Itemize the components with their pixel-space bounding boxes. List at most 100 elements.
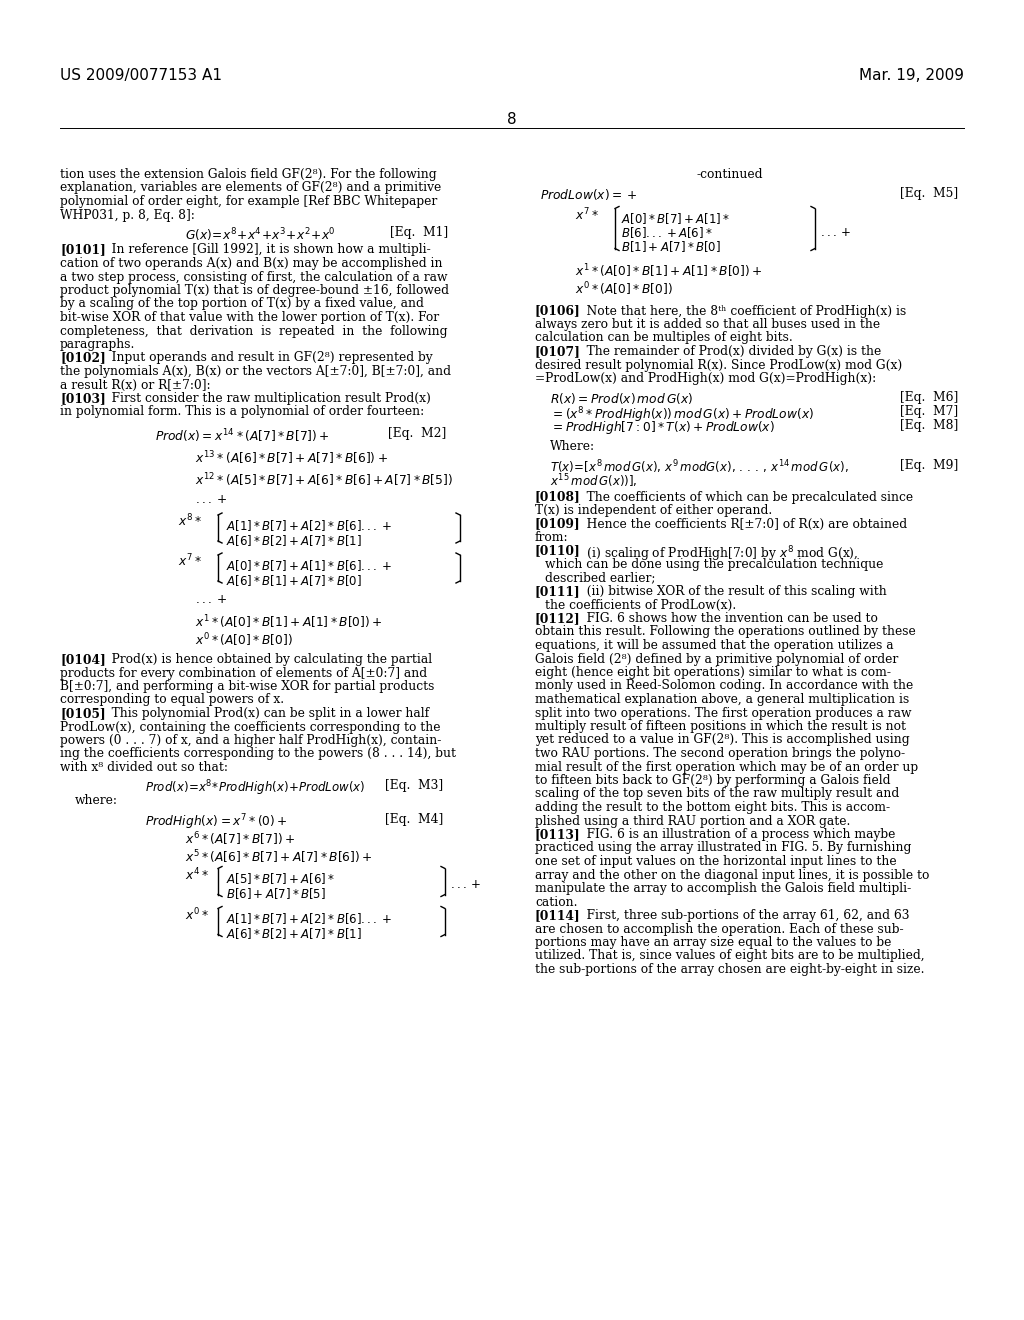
Text: [Eq.  M8]: [Eq. M8] xyxy=(900,418,958,432)
Text: First consider the raw multiplication result Prod(x): First consider the raw multiplication re… xyxy=(100,392,431,405)
Text: Where:: Where: xyxy=(550,440,595,453)
Text: yet reduced to a value in GF(2⁸). This is accomplished using: yet reduced to a value in GF(2⁸). This i… xyxy=(535,734,909,747)
Text: mathematical explanation above, a general multiplication is: mathematical explanation above, a genera… xyxy=(535,693,909,706)
Text: $... +$: $... +$ xyxy=(450,879,481,891)
Text: [Eq.  M6]: [Eq. M6] xyxy=(900,392,958,404)
Text: (ii) bitwise XOR of the result of this scaling with: (ii) bitwise XOR of the result of this s… xyxy=(575,585,887,598)
Text: FIG. 6 is an illustration of a process which maybe: FIG. 6 is an illustration of a process w… xyxy=(575,828,895,841)
Text: [0104]: [0104] xyxy=(60,653,105,667)
Text: explanation, variables are elements of GF(2⁸) and a primitive: explanation, variables are elements of G… xyxy=(60,181,441,194)
Text: plished using a third RAU portion and a XOR gate.: plished using a third RAU portion and a … xyxy=(535,814,850,828)
Text: [0102]: [0102] xyxy=(60,351,105,364)
Text: Hence the coefficients R[±7:0] of R(x) are obtained: Hence the coefficients R[±7:0] of R(x) a… xyxy=(575,517,907,531)
Text: (i) scaling of ProdHigh[7:0] by $x^8$ mod G(x),: (i) scaling of ProdHigh[7:0] by $x^8$ mo… xyxy=(575,544,858,564)
Text: $x^0 *(A[0] * B[0])$: $x^0 *(A[0] * B[0])$ xyxy=(195,631,293,648)
Text: multiply result of fifteen positions in which the result is not: multiply result of fifteen positions in … xyxy=(535,719,906,733)
Text: [0103]: [0103] xyxy=(60,392,105,405)
Text: T(x) is independent of either operand.: T(x) is independent of either operand. xyxy=(535,504,772,517)
Text: [Eq.  M1]: [Eq. M1] xyxy=(390,226,449,239)
Text: [0114]: [0114] xyxy=(535,909,581,921)
Text: adding the result to the bottom eight bits. This is accom-: adding the result to the bottom eight bi… xyxy=(535,801,890,814)
Text: $x^{12} *(A[5] * B[7] + A[6] * B[6] + A[7] * B[5])$: $x^{12} *(A[5] * B[7] + A[6] * B[6] + A[… xyxy=(195,471,453,488)
Text: $x^4 *$: $x^4 *$ xyxy=(185,866,209,883)
Text: $ProdLow(x) = +$: $ProdLow(x) = +$ xyxy=(540,186,637,202)
Text: $x^1 *(A[0] * B[1] + A[1] * B[0]) +$: $x^1 *(A[0] * B[1] + A[1] * B[0]) +$ xyxy=(575,263,763,280)
Text: $G(x)\!=\!x^8\!+\!x^4\!+\!x^3\!+\!x^2\!+\!x^0$: $G(x)\!=\!x^8\!+\!x^4\!+\!x^3\!+\!x^2\!+… xyxy=(185,226,336,244)
Text: $B[1] + A[7] * B[0]$: $B[1] + A[7] * B[0]$ xyxy=(621,239,721,255)
Text: always zero but it is added so that all buses used in the: always zero but it is added so that all … xyxy=(535,318,880,331)
Text: calculation can be multiples of eight bits.: calculation can be multiples of eight bi… xyxy=(535,331,793,345)
Text: -continued: -continued xyxy=(696,168,763,181)
Text: Galois field (2⁸) defined by a primitive polynomial of order: Galois field (2⁸) defined by a primitive… xyxy=(535,652,898,665)
Text: $x^6 *(A[7] * B[7]) +$: $x^6 *(A[7] * B[7]) +$ xyxy=(185,830,295,849)
Text: split into two operations. The first operation produces a raw: split into two operations. The first ope… xyxy=(535,706,911,719)
Text: corresponding to equal powers of x.: corresponding to equal powers of x. xyxy=(60,693,284,706)
Text: practiced using the array illustrated in FIG. 5. By furnishing: practiced using the array illustrated in… xyxy=(535,842,911,854)
Text: B[±0:7], and performing a bit-wise XOR for partial products: B[±0:7], and performing a bit-wise XOR f… xyxy=(60,680,434,693)
Text: [0109]: [0109] xyxy=(535,517,581,531)
Text: =ProdLow(x) and ProdHigh(x) mod G(x)=ProdHigh(x):: =ProdLow(x) and ProdHigh(x) mod G(x)=Pro… xyxy=(535,372,877,385)
Text: $A[6] * B[2] + A[7] * B[1]$: $A[6] * B[2] + A[7] * B[1]$ xyxy=(226,927,361,941)
Text: cation.: cation. xyxy=(535,895,578,908)
Text: [0108]: [0108] xyxy=(535,491,581,503)
Text: which can be done using the precalculation technique: which can be done using the precalculati… xyxy=(545,558,884,572)
Text: [0112]: [0112] xyxy=(535,612,581,624)
Text: $Prod(x) = x^{14} *(A[7] * B[7]) +$: $Prod(x) = x^{14} *(A[7] * B[7]) +$ xyxy=(155,426,330,445)
Text: by a scaling of the top portion of T(x) by a fixed value, and: by a scaling of the top portion of T(x) … xyxy=(60,297,424,310)
Text: [Eq.  M3]: [Eq. M3] xyxy=(385,779,443,792)
Text: Note that here, the 8ᵗʰ coefficient of ProdHigh(x) is: Note that here, the 8ᵗʰ coefficient of P… xyxy=(575,305,906,318)
Text: This polynomial Prod(x) can be split in a lower half: This polynomial Prod(x) can be split in … xyxy=(100,708,429,719)
Text: desired result polynomial R(x). Since ProdLow(x) mod G(x): desired result polynomial R(x). Since Pr… xyxy=(535,359,902,371)
Text: [0106]: [0106] xyxy=(535,305,581,318)
Text: utilized. That is, since values of eight bits are to be multiplied,: utilized. That is, since values of eight… xyxy=(535,949,925,962)
Text: [0105]: [0105] xyxy=(60,708,105,719)
Text: $x^5 *(A[6] * B[7] + A[7] * B[6]) +$: $x^5 *(A[6] * B[7] + A[7] * B[6]) +$ xyxy=(185,849,373,866)
Text: portions may have an array size equal to the values to be: portions may have an array size equal to… xyxy=(535,936,891,949)
Text: $x^0 *$: $x^0 *$ xyxy=(185,907,209,923)
Text: Input operands and result in GF(2⁸) represented by: Input operands and result in GF(2⁸) repr… xyxy=(100,351,432,364)
Text: $A[1] * B[7] + A[2] * B[6] ... +$: $A[1] * B[7] + A[2] * B[6] ... +$ xyxy=(226,517,392,533)
Text: paragraphs.: paragraphs. xyxy=(60,338,135,351)
Text: equations, it will be assumed that the operation utilizes a: equations, it will be assumed that the o… xyxy=(535,639,894,652)
Text: the sub-portions of the array chosen are eight-by-eight in size.: the sub-portions of the array chosen are… xyxy=(535,964,925,975)
Text: $B[6] + A[7] * B[5]$: $B[6] + A[7] * B[5]$ xyxy=(226,887,326,902)
Text: $A[1] * B[7] + A[2] * B[6] ... +$: $A[1] * B[7] + A[2] * B[6] ... +$ xyxy=(226,912,392,927)
Text: [0113]: [0113] xyxy=(535,828,581,841)
Text: $x^0 *(A[0] * B[0])$: $x^0 *(A[0] * B[0])$ xyxy=(575,281,673,298)
Text: the coefficients of ProdLow(x).: the coefficients of ProdLow(x). xyxy=(545,598,736,611)
Text: $x^1 *(A[0] * B[1] + A[1] * B[0]) +$: $x^1 *(A[0] * B[1] + A[1] * B[0]) +$ xyxy=(195,612,383,631)
Text: $R(x) = Prod(x)\,mod\,G(x)$: $R(x) = Prod(x)\,mod\,G(x)$ xyxy=(550,392,693,407)
Text: [Eq.  M5]: [Eq. M5] xyxy=(900,186,958,199)
Text: FIG. 6 shows how the invention can be used to: FIG. 6 shows how the invention can be us… xyxy=(575,612,878,624)
Text: eight (hence eight bit operations) similar to what is com-: eight (hence eight bit operations) simil… xyxy=(535,667,891,678)
Text: [0110]: [0110] xyxy=(535,544,581,557)
Text: $A[5] * B[7] + A[6] *$: $A[5] * B[7] + A[6] *$ xyxy=(226,871,336,887)
Text: [Eq.  M4]: [Eq. M4] xyxy=(385,813,443,825)
Text: manipulate the array to accomplish the Galois field multipli-: manipulate the array to accomplish the G… xyxy=(535,882,911,895)
Text: Mar. 19, 2009: Mar. 19, 2009 xyxy=(859,69,964,83)
Text: US 2009/0077153 A1: US 2009/0077153 A1 xyxy=(60,69,222,83)
Text: $x^7 *$: $x^7 *$ xyxy=(575,206,599,223)
Text: $... +$: $... +$ xyxy=(195,492,227,506)
Text: cation of two operands A(x) and B(x) may be accomplished in: cation of two operands A(x) and B(x) may… xyxy=(60,257,442,271)
Text: WHP031, p. 8, Eq. 8]:: WHP031, p. 8, Eq. 8]: xyxy=(60,209,195,222)
Text: are chosen to accomplish the operation. Each of these sub-: are chosen to accomplish the operation. … xyxy=(535,923,903,936)
Text: Prod(x) is hence obtained by calculating the partial: Prod(x) is hence obtained by calculating… xyxy=(100,653,432,667)
Text: ProdLow(x), containing the coefficients corresponding to the: ProdLow(x), containing the coefficients … xyxy=(60,721,440,734)
Text: monly used in Reed-Solomon coding. In accordance with the: monly used in Reed-Solomon coding. In ac… xyxy=(535,680,913,693)
Text: bit-wise XOR of that value with the lower portion of T(x). For: bit-wise XOR of that value with the lowe… xyxy=(60,312,439,323)
Text: $ProdHigh(x) = x^7 * (0) +$: $ProdHigh(x) = x^7 * (0) +$ xyxy=(145,813,288,832)
Text: tion uses the extension Galois field GF(2⁸). For the following: tion uses the extension Galois field GF(… xyxy=(60,168,436,181)
Text: a result R(x) or R[±7:0]:: a result R(x) or R[±7:0]: xyxy=(60,379,211,392)
Text: $B[6] ... + A[6] *$: $B[6] ... + A[6] *$ xyxy=(621,226,713,240)
Text: $A[0] * B[7] + A[1] * B[6] ... +$: $A[0] * B[7] + A[1] * B[6] ... +$ xyxy=(226,558,392,573)
Text: scaling of the top seven bits of the raw multiply result and: scaling of the top seven bits of the raw… xyxy=(535,788,899,800)
Text: the polynomials A(x), B(x) or the vectors A[±7:0], B[±7:0], and: the polynomials A(x), B(x) or the vector… xyxy=(60,366,451,378)
Text: [0111]: [0111] xyxy=(535,585,581,598)
Text: $... +$: $... +$ xyxy=(820,227,851,239)
Text: [Eq.  M9]: [Eq. M9] xyxy=(900,458,958,471)
Text: in polynomial form. This is a polynomial of order fourteen:: in polynomial form. This is a polynomial… xyxy=(60,405,424,418)
Text: completeness,  that  derivation  is  repeated  in  the  following: completeness, that derivation is repeate… xyxy=(60,325,447,338)
Text: powers (0 . . . 7) of x, and a higher half ProdHigh(x), contain-: powers (0 . . . 7) of x, and a higher ha… xyxy=(60,734,441,747)
Text: from:: from: xyxy=(535,531,568,544)
